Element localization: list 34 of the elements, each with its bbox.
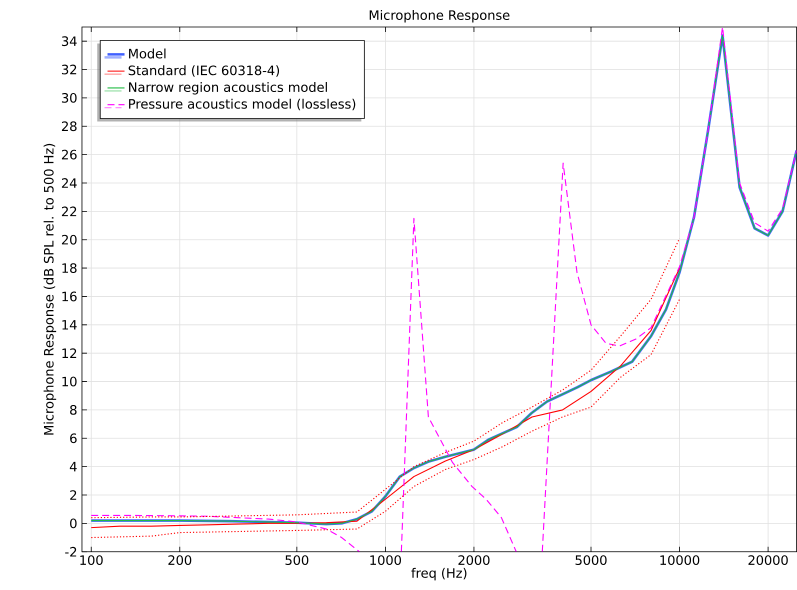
- y-tick-label: 32: [62, 64, 76, 75]
- y-tick-label: -2: [65, 547, 76, 557]
- x-tick-label: 500: [285, 555, 308, 566]
- legend-label: Standard (IEC 60318-4): [128, 65, 280, 77]
- x-tick-label: 2000: [458, 555, 490, 566]
- y-tick-label: 14: [62, 320, 77, 330]
- y-tick-label: 24: [62, 178, 77, 188]
- x-tick-label: 200: [168, 555, 192, 566]
- y-tick-label: 4: [70, 462, 77, 472]
- y-tick-label: 18: [62, 263, 77, 274]
- y-tick-label: 34: [62, 36, 77, 46]
- chart-title: Microphone Response: [370, 10, 510, 23]
- legend-label: Model: [129, 48, 166, 59]
- legend-label: Pressure acoustics model (lossless): [129, 98, 356, 110]
- y-tick-label: 8: [70, 405, 77, 415]
- y-tick-label: 26: [62, 150, 77, 160]
- y-tick-label: 20: [62, 234, 77, 245]
- y-axis-title: Microphone Response (dB SPL rel. to 500 Hz): [44, 144, 56, 435]
- y-tick-label: 22: [62, 206, 76, 216]
- y-tick-label: 30: [62, 93, 77, 103]
- x-axis-title: freq (Hz): [411, 568, 466, 581]
- x-tick-label: 10000: [660, 555, 700, 566]
- y-tick-label: 16: [62, 292, 77, 302]
- y-tick-label: 10: [62, 376, 77, 387]
- y-tick-label: 12: [62, 348, 76, 358]
- y-tick-label: 2: [70, 490, 76, 500]
- x-tick-label: 5000: [576, 555, 607, 566]
- y-tick-label: 6: [70, 434, 77, 444]
- x-tick-label: 20000: [748, 555, 788, 566]
- x-tick-label: 100: [80, 555, 103, 566]
- y-tick-label: 0: [70, 518, 77, 528]
- y-tick-label: 28: [62, 122, 77, 132]
- legend-label: Narrow region acoustics model: [129, 82, 327, 95]
- x-tick-label: 1000: [370, 555, 401, 566]
